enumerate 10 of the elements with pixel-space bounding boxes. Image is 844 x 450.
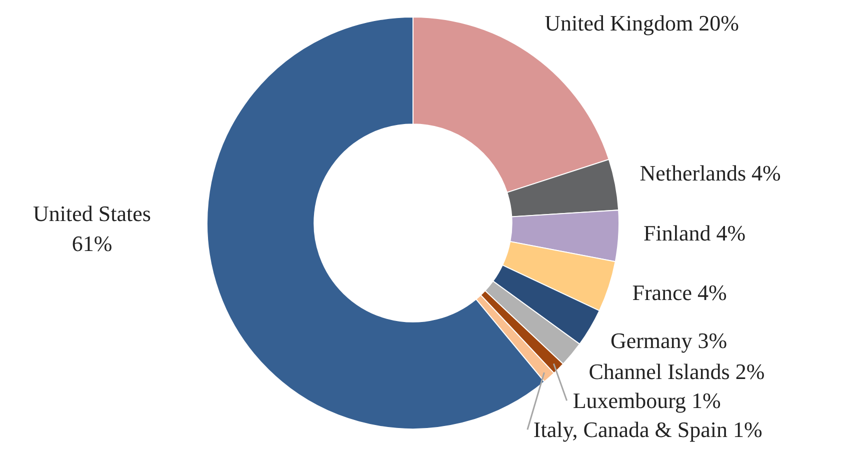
slice-label: Italy, Canada & Spain 1% (533, 417, 762, 442)
data-label: 61% (72, 230, 112, 256)
slice-label: Channel Islands 2% (588, 359, 765, 384)
slice-label: France 4% (632, 280, 727, 305)
slice-label: United States (33, 200, 151, 226)
slice-label: Germany 3% (610, 328, 728, 354)
slice-label: Luxembourg 1% (572, 388, 721, 414)
slice-label: Netherlands 4% (640, 160, 781, 186)
slice-label: United Kingdom 20% (544, 10, 739, 36)
slice-label: Finland 4% (644, 220, 746, 246)
